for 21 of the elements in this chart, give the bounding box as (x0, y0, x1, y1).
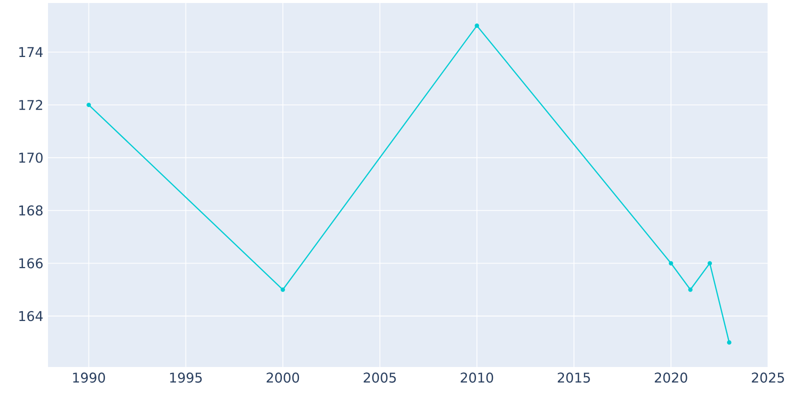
x-tick-label: 1995 (170, 372, 202, 383)
x-tick-label: 2000 (266, 372, 300, 383)
point (86, 102, 91, 108)
point (688, 287, 693, 292)
x-tick-label: 2025 (752, 372, 784, 383)
point (280, 287, 286, 292)
x-tick-label: 2005 (364, 372, 396, 383)
x-tick-label: 1990 (73, 372, 105, 383)
point (708, 261, 712, 266)
point (727, 340, 732, 345)
y-tick-label: 170 (19, 152, 43, 163)
x-tick-label: 2010 (460, 372, 494, 383)
point (668, 261, 674, 266)
x-tick-label: 2015 (558, 372, 590, 383)
y-tick-label: 174 (19, 47, 43, 57)
y-tick-label: 166 (19, 258, 43, 268)
y-tick-label: 164 (19, 310, 43, 322)
point (474, 24, 480, 28)
x-tick-label: 2020 (654, 372, 688, 383)
y-tick-label: 168 (19, 205, 43, 216)
y-tick-label: 172 (19, 100, 42, 110)
